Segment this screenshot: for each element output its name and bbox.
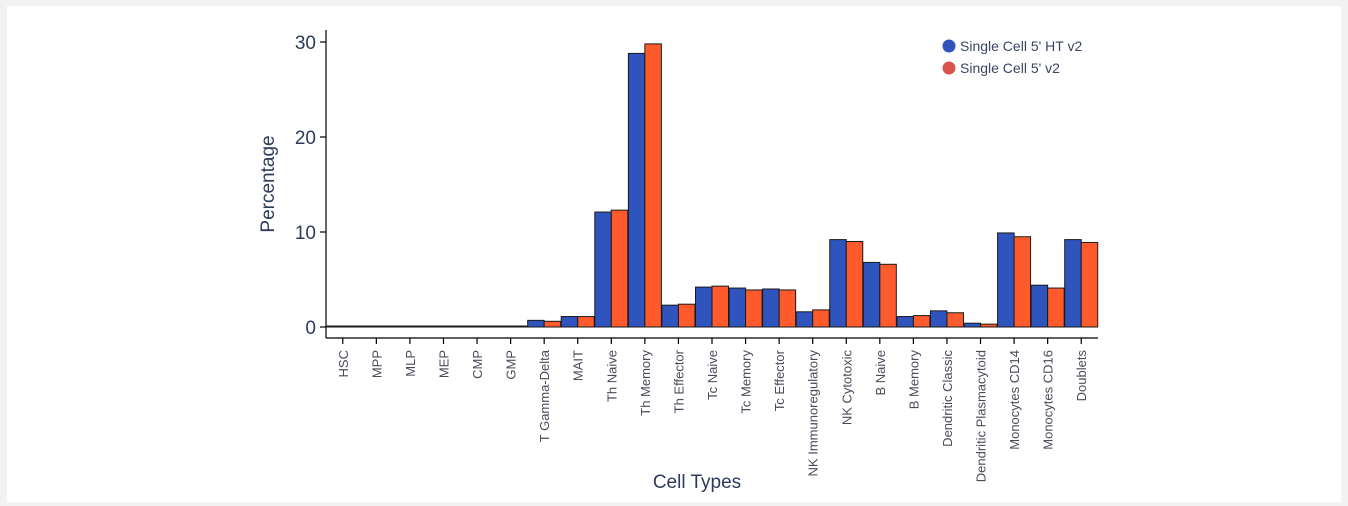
x-tick-label: B Naive	[873, 350, 888, 396]
bar	[359, 325, 377, 328]
x-tick-label: Dendritic Plasmacytoid	[974, 350, 989, 482]
y-axis-title: Percentage	[258, 135, 279, 232]
bar	[695, 286, 713, 328]
x-axis-title: Cell Types	[653, 472, 741, 493]
x-tick-label: NK Cytotoxic	[839, 350, 854, 426]
bar	[560, 316, 579, 328]
x-tick-label: Th Naive	[604, 350, 619, 402]
x-tick-label: Tc Effector	[772, 349, 787, 411]
bar	[577, 316, 595, 328]
bar	[946, 312, 964, 328]
x-tick-label: CMP	[470, 350, 485, 379]
bar	[997, 232, 1015, 328]
legend-swatch	[942, 61, 956, 75]
bar	[1080, 241, 1099, 328]
x-tick-label: T Gamma-Delta	[537, 349, 552, 442]
bar	[392, 325, 411, 328]
bar	[728, 287, 747, 328]
x-tick-label: B Memory	[906, 350, 921, 410]
legend-label: Single Cell 5' HT v2	[960, 38, 1082, 54]
bar	[442, 325, 461, 328]
bar	[1013, 236, 1032, 328]
x-tick-label: Doublets	[1074, 350, 1089, 402]
bar	[912, 315, 931, 328]
bar	[1030, 284, 1049, 328]
y-tick-label: 10	[295, 223, 316, 244]
x-tick-label: GMP	[504, 350, 519, 380]
legend-swatch	[942, 39, 956, 53]
bar	[829, 239, 847, 328]
x-tick-label: Monocytes CD16	[1041, 350, 1056, 450]
bar	[795, 311, 814, 328]
bar	[460, 325, 478, 328]
bar	[896, 316, 914, 328]
chart-frame	[7, 6, 1341, 502]
bar	[476, 325, 495, 328]
bar	[409, 325, 427, 328]
bar	[543, 320, 562, 328]
bar	[627, 52, 646, 328]
bar	[375, 325, 394, 328]
bar	[762, 288, 780, 328]
bar	[493, 325, 512, 328]
bar	[677, 303, 696, 328]
y-tick-label: 30	[295, 33, 316, 54]
bar	[1064, 239, 1082, 328]
bar	[745, 289, 763, 328]
x-tick-label: Tc Naive	[705, 350, 720, 400]
x-tick-label: MPP	[369, 350, 384, 378]
bar	[929, 310, 948, 328]
y-tick-label: 20	[295, 128, 316, 149]
bar	[980, 323, 998, 328]
x-tick-label: Monocytes CD14	[1007, 350, 1022, 450]
bars	[325, 43, 1099, 328]
bar	[594, 211, 612, 328]
bar	[426, 325, 444, 328]
x-tick-label: Dendritic Classic	[940, 350, 955, 447]
bar	[325, 325, 344, 328]
bar	[879, 263, 897, 328]
bar	[644, 43, 662, 328]
bar	[510, 325, 528, 328]
bar	[1047, 287, 1065, 328]
bar	[812, 309, 830, 328]
bar	[845, 241, 864, 328]
bar	[862, 261, 881, 328]
x-tick-label: HSC	[336, 350, 351, 377]
x-ticks: HSC MPP MLP MEP CMP GMP T Gamma-Delta MAIT Th Na…	[336, 338, 1089, 482]
legend: Single Cell 5' HT v2 Single Cell 5' v2	[942, 38, 1082, 76]
bar	[610, 209, 629, 328]
x-tick-label: MAIT	[571, 350, 586, 381]
x-tick-label: Th Effector	[671, 349, 686, 413]
y-tick-label: 0	[305, 318, 316, 339]
legend-label: Single Cell 5' v2	[960, 60, 1060, 76]
bar	[711, 285, 729, 328]
x-tick-label: MLP	[403, 350, 418, 377]
bar	[527, 319, 545, 328]
x-tick-label: MEP	[436, 350, 451, 378]
bar	[342, 325, 360, 328]
bar	[661, 304, 679, 328]
x-tick-label: Tc Memory	[739, 350, 754, 414]
x-tick-label: NK Immunoregulatory	[806, 350, 821, 477]
y-ticks: 0 10 20 30	[295, 33, 326, 339]
bar	[778, 289, 797, 328]
x-tick-label: Th Memory	[638, 350, 653, 416]
bar	[963, 322, 982, 328]
